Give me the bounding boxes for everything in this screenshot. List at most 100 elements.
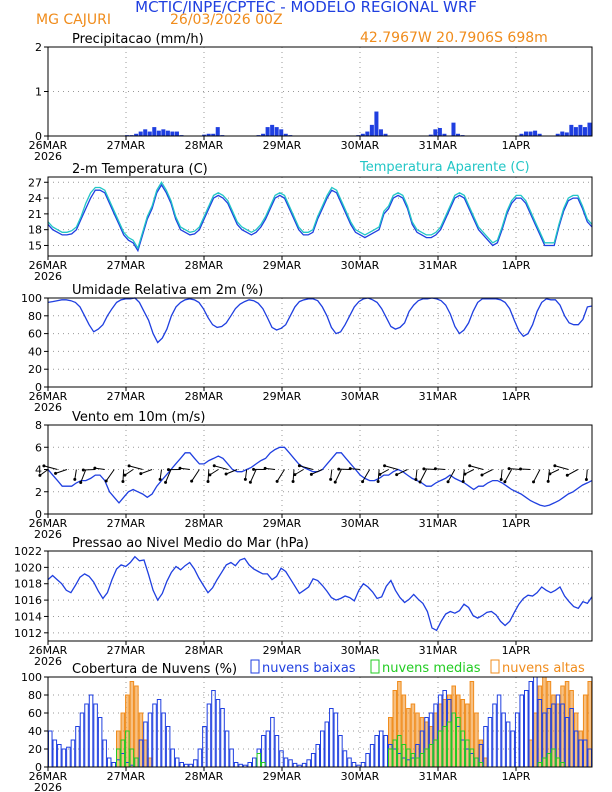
legend-high-clouds-label: nuvens altas [502,661,585,676]
wind-arrow [244,469,248,480]
ytick-label: 80 [28,689,42,702]
cloud-bar-nuvens-baixas [288,759,293,768]
precip-bar [537,133,542,136]
wind-arrow [249,469,257,483]
xtick-year: 2026 [34,150,62,163]
cloud-bar-nuvens-baixas [111,762,117,768]
wind-arrow [140,469,153,475]
ytick-label: 60 [28,707,42,720]
run-datetime: 26/03/2026 00Z [170,12,283,28]
wind-arrow-head [463,472,467,476]
cloud-bar-nuvens-baixas [365,753,370,768]
wind-arrow-head [293,473,297,477]
wind-arrow-head [79,481,83,485]
wind-arrow [122,469,125,482]
precip-bar [143,129,148,136]
cloud-bar-nuvens-baixas [193,759,198,768]
xtick-label: 28MAR [185,770,224,783]
cloud-bar-nuvens-baixas [106,757,112,768]
cloud-bar-nuvens-baixas [329,708,334,768]
xtick-label: 1APR [502,139,531,152]
ytick-label: 0 [35,381,42,394]
precip-bar [383,133,388,136]
wind-arrow [533,469,541,483]
cloud-bar-nuvens-baixas [383,735,389,768]
cloud-bar-nuvens-altas [143,739,148,768]
cloud-bar-nuvens-altas [569,690,574,768]
cloud-bar-nuvens-baixas [496,694,502,768]
panel-frame [47,676,593,768]
cloud-bar-nuvens-baixas [342,750,348,768]
precip-bar [564,132,569,136]
xtick-label: 31MAR [419,644,458,657]
cloud-bar-nuvens-baixas [378,730,384,768]
cloud-bar-nuvens-baixas [170,748,175,768]
cloud-bar-nuvens-baixas [57,744,62,768]
wind-arrow [419,469,427,483]
ytick-label: 1016 [14,594,42,607]
wind-arrow-head [532,480,536,484]
wind-arrow [179,467,190,470]
wind-arrow [462,469,465,482]
precip-bar [437,127,442,136]
xtick-label: 26MAR [29,517,68,530]
cloud-bar-nuvens-baixas [88,694,94,768]
wind-arrow-head [333,480,337,484]
precip-bar [161,129,166,136]
series-line-pressao [47,555,593,632]
cloud-bar-nuvens-baixas [93,703,98,768]
cloud-bar-nuvens-altas [578,730,583,768]
wind-arrow [377,469,380,482]
cloud-bar-nuvens-altas [428,726,434,768]
cloud-bar-nuvens-baixas [165,726,171,768]
wind-arrow-head [565,473,569,477]
cloud-bar-nuvens-baixas [279,750,284,768]
cloud-bar-nuvens-baixas [310,753,316,768]
ytick-label: 1018 [14,578,42,591]
xtick-label: 28MAR [185,390,224,403]
wind-arrow [311,469,323,475]
wind-arrow [554,465,569,470]
wind-arrow-head [73,477,77,481]
wind-arrow-head [104,479,108,483]
panel-title: 2-m Temperatura (C) [72,162,208,177]
panel-wind: 0 2 4 6 8 Vento em 10m (m/s) 26MAR 27MAR 28MAR 29… [29,410,593,541]
cloud-bar-nuvens-altas [424,721,429,768]
ytick-label: 6 [35,441,42,454]
wind-arrow [330,469,333,480]
cloud-bar-nuvens-altas [437,703,443,768]
wind-arrow [265,467,276,470]
precip-bar [374,111,379,136]
wind-arrow-head [224,472,228,476]
ytick-label: 40 [28,345,42,358]
xtick-year: 2026 [34,528,62,541]
xtick-label: 31MAR [419,770,458,783]
cloud-bar-nuvens-baixas [102,739,107,768]
panel-humidity: 0 20 40 60 80 100 Umidade Relativa em 2m (%) 26… [21,283,593,414]
wind-arrow-head [503,480,507,484]
wind-arrow [585,469,588,480]
xtick-label: 29MAR [263,770,302,783]
cloud-bar-nuvens-altas [560,685,565,768]
xtick-label: 1APR [502,644,531,657]
xtick-label: 29MAR [263,139,302,152]
wind-arrow [294,469,304,476]
xtick-label: 28MAR [185,644,224,657]
wind-arrow [362,469,371,482]
wind-arrow [159,469,163,480]
cloud-bar-nuvens-altas [388,717,393,768]
precip-bar [369,124,374,136]
wind-arrow-head [361,480,365,484]
wind-arrow [39,469,49,476]
cloud-bar-nuvens-altas [415,712,420,768]
cloud-bar-nuvens-baixas [61,748,67,768]
cloud-bar-nuvens-baixas [274,735,280,768]
cloud-bar-nuvens-altas [465,703,470,768]
precip-bar [582,127,587,136]
cloud-bar-nuvens-baixas [265,730,271,768]
xtick-year: 2026 [34,655,62,668]
cloud-bar-nuvens-baixas [333,712,339,768]
ytick-label: 0 [35,761,42,774]
ytick-label: 1 [35,86,42,99]
precip-bar [138,131,143,136]
